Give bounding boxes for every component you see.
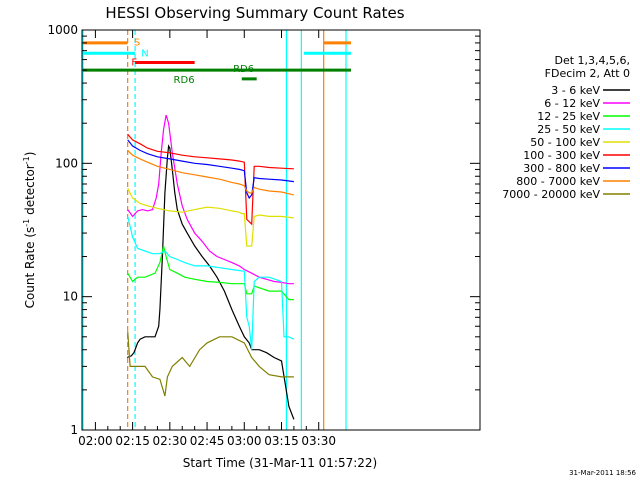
series-line-2 <box>127 245 294 301</box>
timestamp: 31-Mar-2011 18:56 <box>569 469 636 477</box>
x-tick-label-3: 02:45 <box>190 434 225 448</box>
x-tick-label-0: 02:00 <box>78 434 113 448</box>
series-line-0 <box>126 144 295 420</box>
legend-label-0: 3 - 6 keV <box>551 84 600 97</box>
legend-label-2: 12 - 25 keV <box>537 110 600 123</box>
legend-header-2: FDecim 2, Att 0 <box>545 67 630 80</box>
x-tick-label-5: 03:15 <box>264 434 299 448</box>
legend-label-3: 25 - 50 keV <box>537 123 600 136</box>
horizontal-bars <box>82 41 351 81</box>
series-line-1 <box>127 114 294 285</box>
x-tick-label-2: 02:30 <box>153 434 188 448</box>
y-axis-label: Count Rate (s-1 detector-1) <box>22 152 37 309</box>
x-axis-label: Start Time (31-Mar-11 01:57:22) <box>183 456 377 470</box>
series-line-3 <box>127 216 295 350</box>
state-label-2: F <box>131 58 137 69</box>
legend-label-6: 300 - 800 keV <box>523 162 600 175</box>
y-tick-label-1: 10 <box>63 290 78 304</box>
vertical-markers <box>82 30 347 430</box>
legend-label-5: 100 - 300 keV <box>523 149 600 162</box>
legend-label-7: 800 - 7000 keV <box>516 175 600 188</box>
state-label-3: RD6 <box>233 64 254 75</box>
x-tick-label-1: 02:15 <box>115 434 150 448</box>
y-tick-label-2: 100 <box>55 156 78 170</box>
state-label-4: RD6 <box>174 75 195 86</box>
legend-header-1: Det 1,3,4,5,6, <box>554 54 630 67</box>
series-line-7 <box>127 149 295 196</box>
y-axis: 1 10 100 1000 <box>47 23 480 437</box>
series-line-6 <box>127 139 294 200</box>
series-lines <box>126 114 295 420</box>
series-line-5 <box>127 133 294 226</box>
legend-label-8: 7000 - 20000 keV <box>502 188 600 201</box>
legend-label-4: 50 - 100 keV <box>530 136 600 149</box>
marker-labels: SNF RD6 RD6 <box>131 37 254 85</box>
plot-frame <box>81 29 481 431</box>
state-label-0: S <box>134 37 140 48</box>
x-axis: 02:00 02:15 02:30 02:45 03:00 03:15 03:30 <box>78 30 336 448</box>
x-tick-label-6: 03:30 <box>301 434 336 448</box>
series-line-8 <box>127 331 294 397</box>
chart-title: HESSI Observing Summary Count Rates <box>105 4 404 22</box>
y-tick-label-0: 1 <box>70 423 78 437</box>
series-line-4 <box>127 188 294 247</box>
x-tick-label-4: 03:00 <box>227 434 262 448</box>
state-label-1: N <box>141 48 148 59</box>
legend: Det 1,3,4,5,6, FDecim 2, Att 0 3 - 6 keV… <box>502 54 630 201</box>
y-tick-label-3: 1000 <box>47 23 78 37</box>
legend-label-1: 6 - 12 keV <box>544 97 600 110</box>
